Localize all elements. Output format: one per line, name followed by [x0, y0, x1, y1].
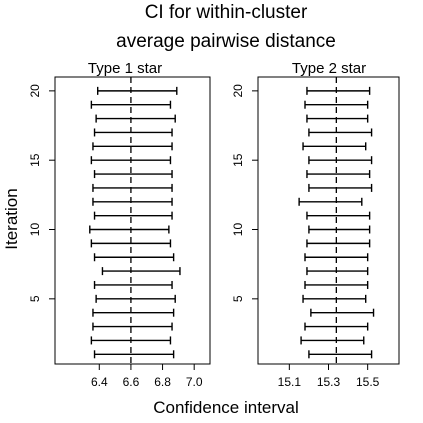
- panel-2-y-tick-label: 15: [231, 153, 245, 167]
- ci-bar: [97, 86, 178, 95]
- ci-bar: [93, 350, 175, 359]
- ci-bar: [90, 239, 172, 248]
- panel-1-y-tick-label: 10: [28, 223, 42, 237]
- chart-title-line-1: CI for within-cluster: [145, 2, 308, 23]
- panel-2-x-tick-label: 15.1: [278, 375, 302, 389]
- ci-bar: [95, 114, 176, 123]
- ci-bar: [304, 280, 369, 289]
- ci-bar: [95, 294, 176, 303]
- panel-1-title: Type 1 star: [88, 60, 162, 77]
- ci-bar: [92, 308, 175, 317]
- ci-bar: [308, 225, 371, 234]
- panel-1-y-tick-label: 15: [28, 153, 42, 167]
- ci-bar: [308, 156, 373, 165]
- ci-bar: [304, 100, 369, 109]
- ci-bar: [92, 142, 173, 151]
- ci-bar: [310, 308, 375, 317]
- ci-bar: [306, 114, 369, 123]
- panel-1: 5 10 15 20 6.4 6.6 6.8 7.0: [28, 76, 211, 389]
- x-axis-label: Confidence interval: [153, 398, 299, 417]
- ci-bar: [101, 267, 181, 276]
- ci-bar: [308, 128, 373, 137]
- ci-bar: [306, 267, 369, 276]
- panel-1-x-tick-label: 6.8: [154, 375, 171, 389]
- panel-1-x-tick-label: 7.0: [186, 375, 203, 389]
- ci-bar: [306, 86, 371, 95]
- ci-bar: [92, 183, 173, 192]
- ci-bar: [308, 183, 373, 192]
- panel-1-y-tick-label: 20: [28, 84, 42, 98]
- panel-2-y-tick-label: 5: [231, 295, 245, 302]
- ci-bar: [304, 322, 369, 331]
- panel-2-y-tick-label: 10: [231, 223, 245, 237]
- ci-bar: [92, 322, 173, 331]
- ci-bar: [306, 170, 371, 179]
- ci-bar: [308, 350, 373, 359]
- ci-bar: [300, 336, 365, 345]
- ci-bar: [302, 142, 367, 151]
- panel-2: 5 10 15 20 15.1 15.3 15.5: [231, 76, 400, 389]
- ci-bar: [92, 197, 173, 206]
- panel-2-frame: [257, 76, 400, 365]
- ci-bar: [89, 225, 170, 234]
- ci-bar: [93, 170, 173, 179]
- panel-1-y-tick-label: 5: [28, 295, 42, 302]
- chart-title-line-2: average pairwise distance: [116, 31, 336, 52]
- ci-bar: [298, 197, 363, 206]
- ci-bar: [93, 211, 173, 220]
- panel-2-x-tick-label: 15.3: [317, 375, 341, 389]
- panel-2-x-tick-label: 15.5: [356, 375, 380, 389]
- panel-2-title: Type 2 star: [292, 60, 366, 77]
- ci-bar: [304, 253, 369, 262]
- ci-bar: [93, 128, 173, 137]
- panel-1-x-tick-label: 6.6: [123, 375, 140, 389]
- ci-bar: [90, 336, 172, 345]
- panel-1-frame: [54, 76, 211, 365]
- ci-bar: [93, 280, 173, 289]
- ci-bar: [93, 253, 175, 262]
- y-axis-label: Iteration: [2, 188, 21, 249]
- ci-bar: [90, 100, 172, 109]
- ci-bar: [306, 211, 371, 220]
- ci-bar: [90, 156, 172, 165]
- ci-bar: [306, 239, 371, 248]
- ci-bar: [302, 294, 367, 303]
- panels-layer: 5 10 15 20 6.4 6.6 6.8 7.0 5 10 15 20 15.1 15.3 15.5: [28, 76, 400, 389]
- panel-1-x-tick-label: 6.4: [91, 375, 108, 389]
- panel-2-y-tick-label: 20: [231, 84, 245, 98]
